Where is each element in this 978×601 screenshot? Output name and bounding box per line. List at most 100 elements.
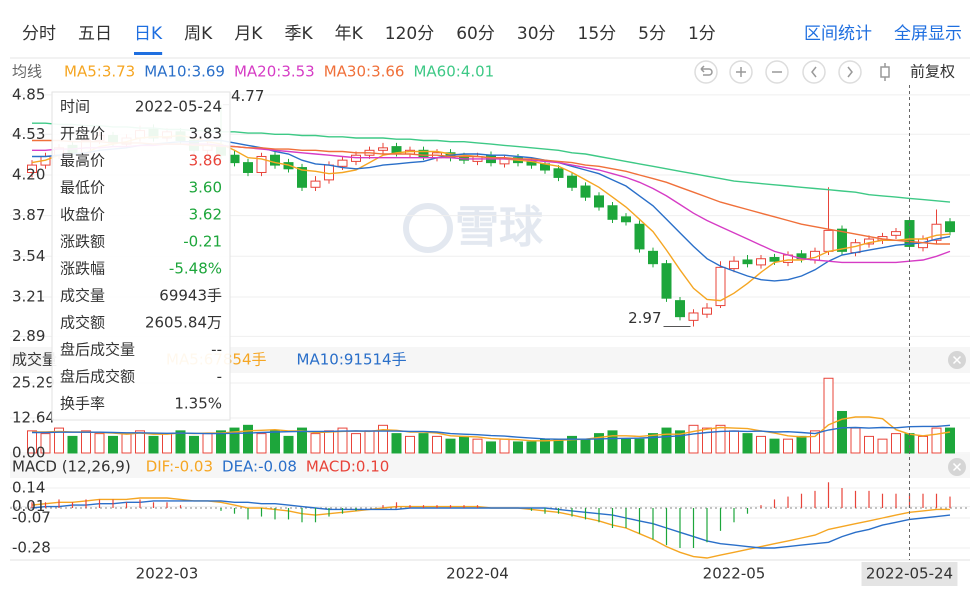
- tab[interactable]: 日K: [134, 24, 163, 44]
- watermark-text: 雪球: [455, 202, 544, 253]
- tooltip-value: --: [211, 341, 222, 359]
- tooltip-label: 开盘价: [60, 125, 105, 143]
- candle-body: [310, 180, 321, 188]
- tooltip-label: 涨跌额: [60, 233, 105, 251]
- tooltip-label: 最低价: [60, 179, 105, 197]
- x-tick-label: 2022-05: [703, 565, 766, 583]
- marks: [27, 104, 955, 559]
- volume-bar: [688, 424, 699, 454]
- volume-bar: [729, 430, 739, 454]
- tab[interactable]: 1分: [688, 24, 716, 44]
- y-tick-label: 0.00: [12, 444, 45, 462]
- volume-bar: [472, 438, 483, 454]
- tab[interactable]: 月K: [234, 24, 263, 44]
- tab[interactable]: 年K: [335, 24, 364, 44]
- volume-bar: [526, 441, 537, 454]
- volume-bar: [702, 427, 712, 454]
- candle-icon[interactable]: [880, 63, 890, 81]
- tab[interactable]: 五日: [78, 24, 112, 44]
- tab[interactable]: 120分: [385, 24, 434, 44]
- toolbar: [694, 60, 890, 84]
- panel-title: 均线: [12, 63, 42, 81]
- tab[interactable]: 60分: [456, 24, 495, 44]
- tab[interactable]: 周K: [184, 24, 213, 44]
- prev-button[interactable]: [802, 60, 826, 84]
- volume-bar: [891, 433, 901, 454]
- tooltip-value: 69943手: [159, 287, 222, 305]
- volume-bar: [675, 430, 685, 454]
- volume-bar: [108, 435, 118, 454]
- reset-button[interactable]: [694, 60, 718, 84]
- legend-item: MA5:3.73: [64, 63, 135, 81]
- volume-bar: [324, 430, 334, 454]
- volume-bar: [229, 427, 240, 454]
- macd-header-bg: [10, 454, 970, 478]
- volume-bar: [634, 438, 645, 454]
- y-tick-label: 0.01: [12, 497, 45, 515]
- action-link[interactable]: 区间统计: [804, 24, 872, 44]
- legend-item: DEA:-0.08: [222, 458, 297, 476]
- volume-bar: [877, 438, 888, 454]
- candle-body: [553, 168, 564, 178]
- tooltip-label: 最高价: [60, 152, 105, 170]
- volume-bar: [850, 427, 861, 454]
- volume-bar: [297, 427, 307, 454]
- volume-bar: [310, 433, 321, 454]
- volume-bar: [94, 433, 105, 454]
- zoom-out-button[interactable]: [765, 60, 789, 84]
- candle-body: [621, 216, 631, 223]
- candle-body: [243, 162, 253, 173]
- volume-bar: [256, 433, 267, 454]
- y-tick-label: 4.20: [12, 165, 45, 183]
- tooltip-box: [51, 91, 231, 421]
- tooltip-value: 3.60: [189, 179, 222, 197]
- volume-bar: [580, 438, 591, 454]
- candle-body: [607, 205, 618, 220]
- y-tick-label: 12.64: [12, 409, 55, 427]
- tooltip: 时间 2022-05-24 开盘价 3.83 最高价 3.86 最低价 3.60 收盘价 3.62…: [51, 91, 231, 421]
- volume-bar: [445, 438, 456, 454]
- annotation-label: 4.77: [231, 87, 264, 105]
- volume-bar: [121, 433, 132, 454]
- volume-bar: [904, 433, 915, 454]
- zoom-in-button[interactable]: [729, 60, 753, 84]
- x-tick-label: 2022-03: [136, 565, 199, 583]
- y-tick-label: 3.54: [12, 247, 45, 265]
- volume-bar: [378, 424, 388, 454]
- tooltip-label: 时间: [60, 98, 90, 116]
- candle-body: [702, 307, 712, 315]
- volume-bar: [216, 430, 226, 454]
- volume-bar: [918, 435, 928, 454]
- legend-item: MA10:91514手: [297, 351, 407, 369]
- volume-bar: [931, 427, 942, 454]
- volume-bar: [418, 433, 429, 454]
- tooltip-label: 成交量: [60, 287, 105, 305]
- volume-bar: [837, 410, 847, 454]
- tab[interactable]: 30分: [517, 24, 556, 44]
- legend-item: MA10:3.69: [144, 63, 225, 81]
- tooltip-label: 盘后成交量: [60, 341, 135, 359]
- panel-title: 成交量: [12, 351, 57, 369]
- next-button[interactable]: [838, 60, 862, 84]
- prev-icon: [811, 66, 817, 78]
- y-tick-label: -0.28: [12, 539, 51, 557]
- tooltip-value: 2605.84万: [145, 314, 222, 332]
- volume-bar: [715, 424, 726, 454]
- volume-bar: [337, 427, 348, 454]
- tab[interactable]: 15分: [578, 24, 617, 44]
- volume-bar: [823, 377, 834, 454]
- candle-body: [567, 175, 577, 188]
- y-tick-label: 2.89: [12, 327, 45, 345]
- legend-item: DIF:-0.03: [146, 458, 213, 476]
- action-link[interactable]: 全屏显示: [894, 24, 962, 44]
- volume-bar: [742, 433, 753, 454]
- adjust-toggle[interactable]: 前复权: [910, 63, 955, 81]
- tab[interactable]: 分时: [22, 24, 56, 44]
- volume-bar: [148, 435, 159, 454]
- tab[interactable]: 5分: [638, 24, 666, 44]
- tab[interactable]: 季K: [284, 24, 313, 44]
- candle-body: [270, 154, 280, 166]
- volume-bar: [243, 424, 253, 454]
- y-tick-label: 4.85: [12, 85, 45, 103]
- volume-bar: [40, 433, 51, 454]
